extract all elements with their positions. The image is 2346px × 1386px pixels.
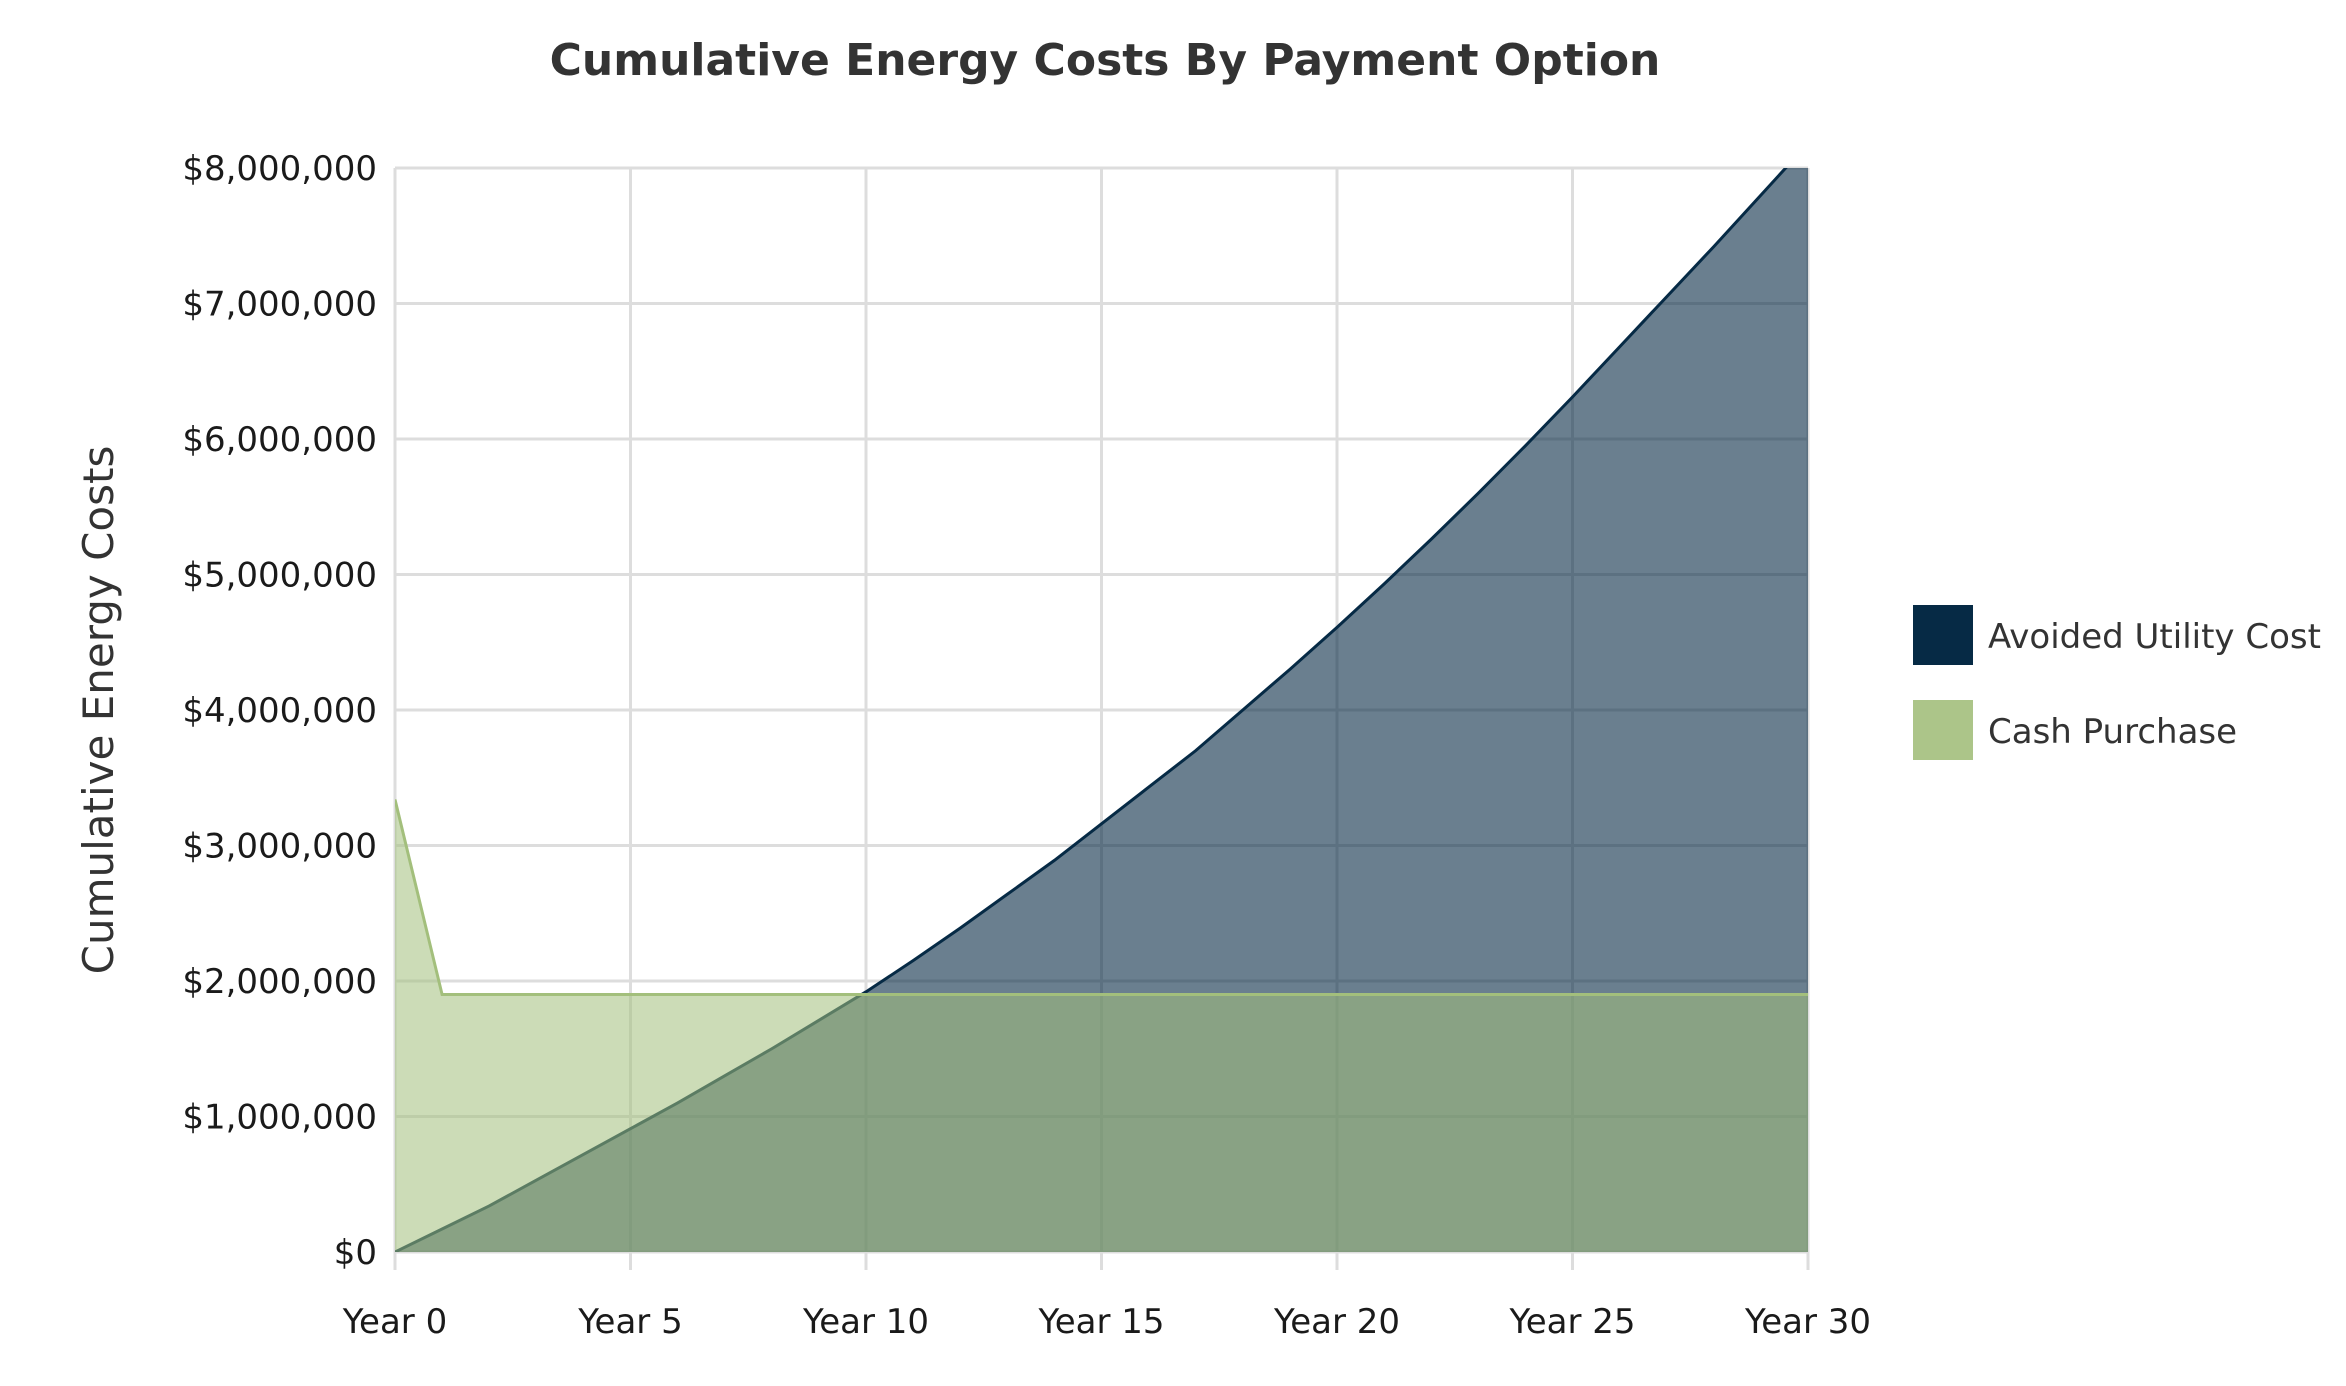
axes: $0 $1,000,000 $2,000,000 $3,000,000 $4,000,0… bbox=[182, 149, 1871, 1342]
y-tick-label: $4,000,000 bbox=[182, 691, 377, 731]
y-tick-label: $5,000,000 bbox=[182, 556, 377, 596]
legend: Avoided Utility Cost Cash Purchase bbox=[1913, 605, 2321, 760]
legend-label: Avoided Utility Cost bbox=[1988, 617, 2321, 657]
x-tick-label: Year 25 bbox=[1508, 1302, 1635, 1342]
legend-swatch bbox=[1913, 605, 1973, 665]
y-tick-label: $7,000,000 bbox=[182, 285, 377, 325]
y-tick-label: $0 bbox=[334, 1233, 377, 1273]
y-tick-label: $8,000,000 bbox=[182, 149, 377, 189]
series-line-cash-purchase bbox=[395, 799, 1808, 997]
y-tick-label: $2,000,000 bbox=[182, 962, 377, 1002]
y-tick-label: $6,000,000 bbox=[182, 420, 377, 460]
x-tick-label: Year 30 bbox=[1744, 1302, 1871, 1342]
x-tick-label: Year 15 bbox=[1037, 1302, 1164, 1342]
x-tick-label: Year 0 bbox=[342, 1302, 447, 1342]
chart-title: Cumulative Energy Costs By Payment Optio… bbox=[550, 35, 1661, 86]
legend-swatch bbox=[1913, 700, 1973, 760]
legend-label: Cash Purchase bbox=[1988, 712, 2237, 752]
y-tick-label: $1,000,000 bbox=[182, 1098, 377, 1138]
series-cash-purchase bbox=[395, 799, 1808, 1252]
legend-item-cash-purchase[interactable]: Cash Purchase bbox=[1913, 700, 2237, 760]
series-area-cash-purchase bbox=[395, 799, 1808, 1252]
x-tick-label: Year 20 bbox=[1273, 1302, 1400, 1342]
x-tick-label: Year 10 bbox=[802, 1302, 929, 1342]
y-tick-label: $3,000,000 bbox=[182, 827, 377, 867]
y-axis-label: Cumulative Energy Costs bbox=[74, 446, 123, 975]
series-area-avoided-utility-cost bbox=[395, 168, 1808, 1252]
plot-area bbox=[395, 168, 1808, 1252]
x-tick-label: Year 5 bbox=[577, 1302, 682, 1342]
legend-item-avoided-utility-cost[interactable]: Avoided Utility Cost bbox=[1913, 605, 2321, 665]
